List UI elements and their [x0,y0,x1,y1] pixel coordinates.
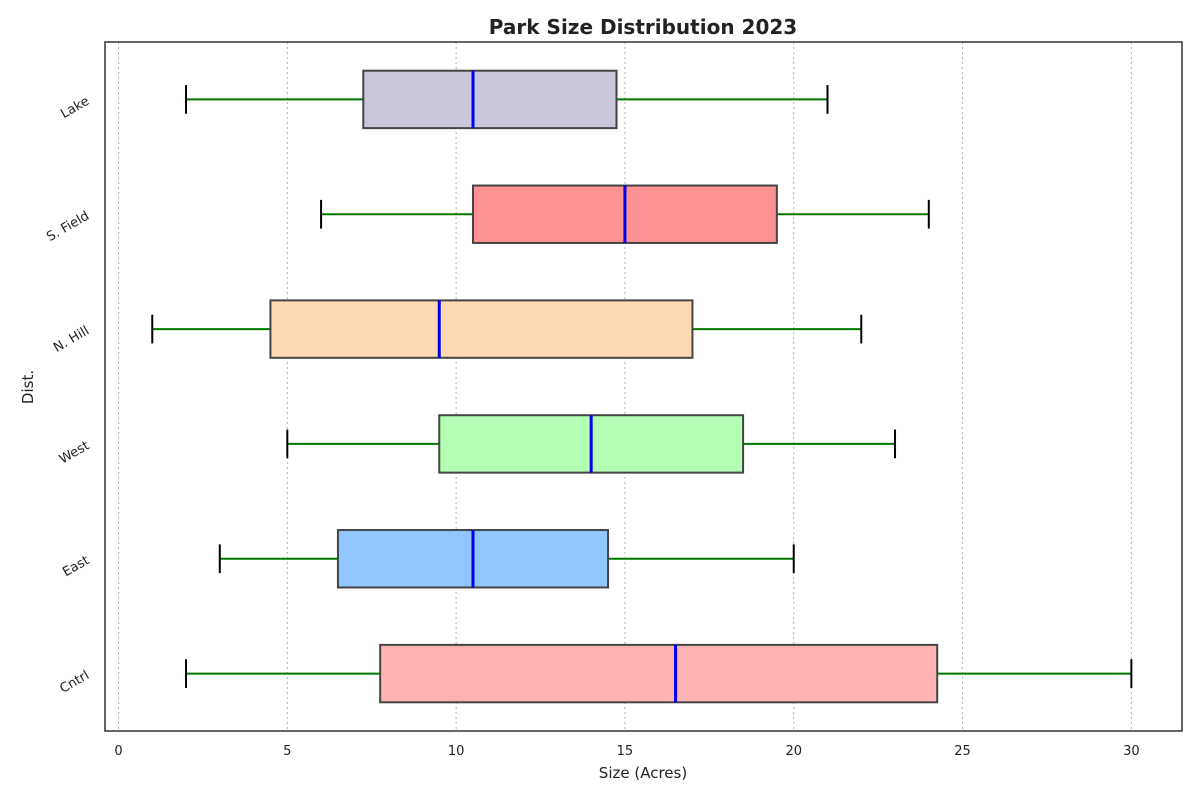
chart-title: Park Size Distribution 2023 [489,15,797,39]
x-tick-label: 15 [617,744,634,759]
box-group [185,643,1133,704]
box-group [151,299,863,359]
plot-frame [104,41,1183,732]
box-group [320,184,930,244]
x-tick-label: 0 [114,744,122,759]
box-group [218,529,795,589]
y-axis-label: Dist. [19,370,37,404]
x-tick-label: 5 [283,744,291,759]
box-series [151,69,1133,704]
x-tick-label: 30 [1123,744,1140,759]
iqr-box [379,643,939,704]
x-tick-label: 10 [448,744,465,759]
box-group [286,414,897,474]
iqr-box [362,69,618,130]
x-tick-label: 25 [954,744,971,759]
iqr-box [269,299,694,359]
x-axis-label: Size (Acres) [599,764,687,782]
x-tick-label: 20 [785,744,802,759]
x-axis-ticks: 0 5 10 15 20 25 30 [114,744,1139,759]
box-group [185,69,829,130]
